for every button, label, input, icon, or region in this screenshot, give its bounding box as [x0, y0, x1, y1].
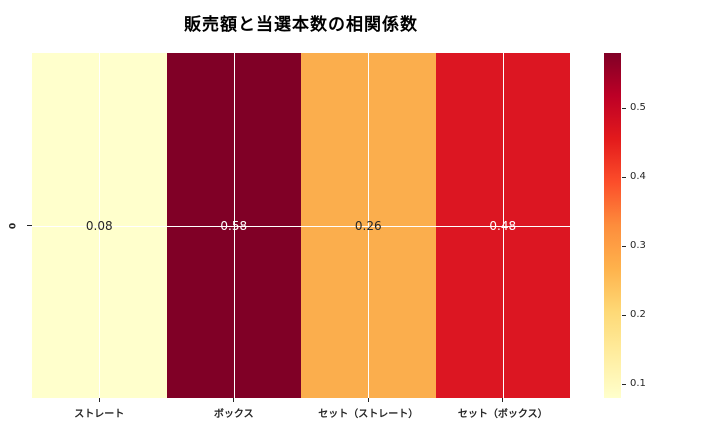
- x-tick-label: ボックス: [213, 409, 254, 420]
- x-tick: ストレート: [32, 398, 167, 420]
- cell-value: 0.58: [220, 218, 248, 233]
- chart-title: 販売額と当選本数の相関係数: [184, 15, 418, 35]
- colorbar-tick-mark: [622, 384, 626, 386]
- colorbar-tick-label: 0.5: [630, 102, 646, 114]
- cell-value: 0.26: [354, 218, 382, 233]
- colorbar: [604, 53, 621, 398]
- x-tick-label: セット（ボックス）: [457, 409, 548, 420]
- x-tick-mark: [367, 398, 369, 402]
- x-tick-mark: [233, 398, 235, 402]
- x-tick-label: ストレート: [74, 409, 125, 420]
- colorbar-tick-label: 0.2: [630, 309, 646, 321]
- colorbar-tick-label: 0.1: [630, 378, 646, 390]
- colorbar-tick-mark: [622, 246, 626, 248]
- gridline-horizontal: [32, 225, 570, 227]
- x-tick: セット（ボックス）: [436, 398, 571, 420]
- heatmap-grid: 0.08 0.58 0.26 0.48: [32, 53, 570, 398]
- y-tick-mark: [27, 225, 32, 226]
- x-tick-mark: [98, 398, 100, 402]
- colorbar-tick-label: 0.3: [630, 240, 646, 252]
- x-tick-mark: [502, 398, 504, 402]
- cell-value: 0.08: [85, 218, 113, 233]
- colorbar-tick-label: 0.4: [630, 171, 646, 183]
- cell-value: 0.48: [489, 218, 517, 233]
- colorbar-tick-mark: [622, 108, 626, 110]
- colorbar-tick-mark: [622, 177, 626, 179]
- y-tick-label: 0: [6, 222, 16, 230]
- colorbar-tick-mark: [622, 315, 626, 317]
- x-tick: ボックス: [167, 398, 302, 420]
- x-axis: ストレート ボックス セット（ストレート） セット（ボックス）: [32, 398, 570, 420]
- x-tick-label: セット（ストレート）: [318, 409, 419, 420]
- x-tick: セット（ストレート）: [301, 398, 436, 420]
